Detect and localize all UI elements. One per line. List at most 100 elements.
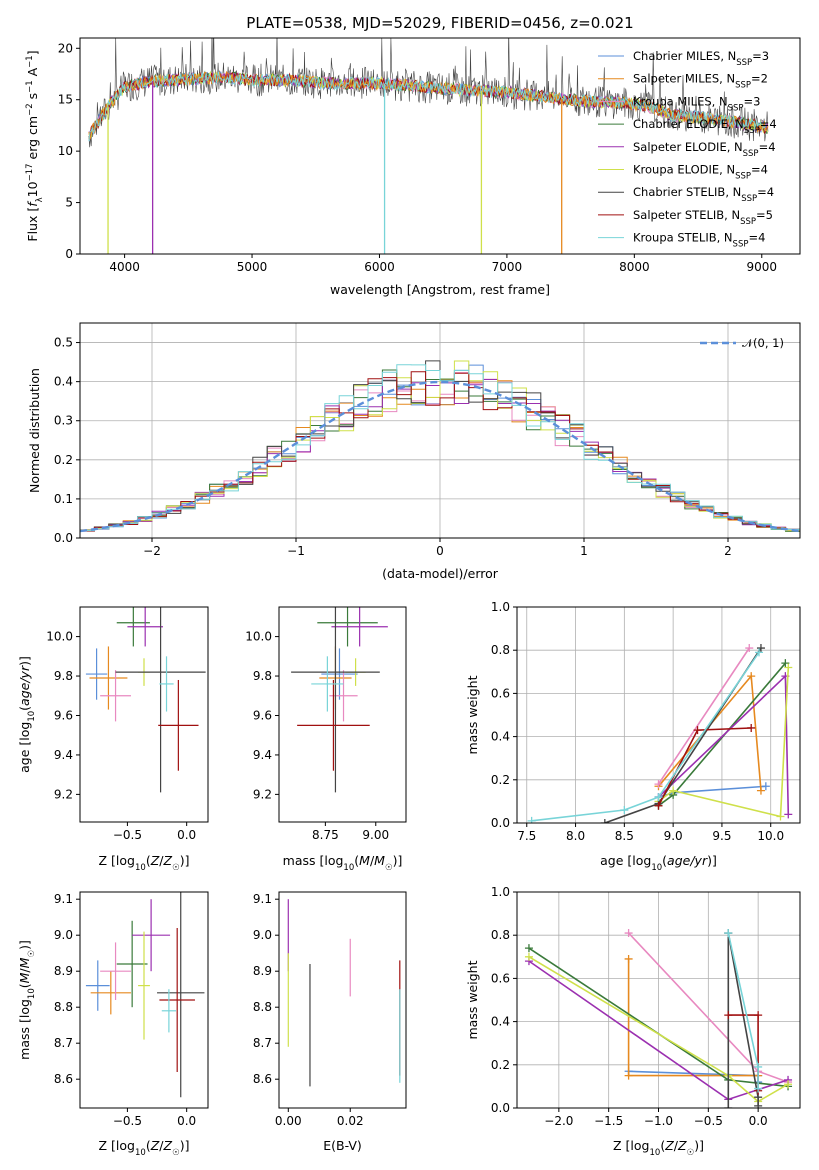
weight-marker: [654, 801, 663, 810]
errorbar-point: [297, 679, 370, 771]
y-tick-label: 9.8: [253, 669, 272, 683]
axes-residuals: −2 −1 0 1 2 0.0 0.1 0.2 0.3 0.4 0.5: [54, 322, 801, 558]
y-tick-label: 5: [65, 196, 73, 210]
y-tick-label: 10.0: [245, 630, 272, 644]
errorbar-point: [100, 670, 131, 722]
y-tick-label: 9.0: [54, 928, 73, 942]
legend-entry: Chabrier ELODIE, NSSP=4: [633, 117, 777, 136]
x-tick-label: 8.0: [566, 829, 585, 843]
errorbar-point: [138, 931, 150, 1040]
y-tick-label: 1.0: [491, 885, 510, 899]
y-tick-label: 0: [65, 247, 73, 261]
x-axis-label: E(B-V): [323, 1138, 362, 1153]
y-axis-label: Flux [fλ10−17 erg cm−2 s−1 A−1]: [25, 50, 45, 241]
weight-marker: [724, 1011, 733, 1020]
y-tick-label: 0.4: [491, 1015, 510, 1029]
weight-marker: [747, 672, 756, 681]
weight-marker: [693, 726, 702, 735]
y-axis-label: Normed distribution: [27, 368, 42, 493]
y-tick-label: 9.2: [54, 787, 73, 801]
weight-marker: [624, 954, 633, 963]
legend-entry: Chabrier MILES, NSSP=3: [633, 49, 769, 68]
legend-entry: Salpeter MILES, NSSP=2: [633, 72, 768, 91]
chart-title: PLATE=0538, MJD=52029, FIBERID=0456, z=0…: [246, 14, 633, 32]
y-tick-label: 0.0: [54, 531, 73, 545]
axes-frame: 4000 5000 6000 7000 8000 9000 0 5 10 15 20: [58, 37, 801, 274]
weight-marker: [654, 793, 663, 802]
y-tick-label: 8.8: [253, 1000, 272, 1014]
weight-marker: [754, 1062, 763, 1071]
weight-line: [528, 956, 789, 1103]
x-axis-label: age [log10(age/yr)]: [600, 853, 717, 873]
y-tick-label: 9.2: [253, 787, 272, 801]
x-tick-label: 6000: [364, 260, 395, 274]
x-tick-label: 0.0: [177, 828, 196, 842]
x-tick-label: 7000: [492, 260, 523, 274]
errorbar-point: [85, 960, 110, 1011]
weight-marker: [784, 663, 793, 672]
y-tick-label: 0.4: [54, 375, 73, 389]
y-tick-label: 20: [58, 41, 73, 55]
x-tick-label: −1.0: [644, 1114, 673, 1128]
legend-entry: Chabrier STELIB, NSSP=4: [633, 185, 774, 204]
weight-line: [604, 647, 762, 823]
errorbar-point: [311, 656, 344, 712]
x-tick-label: 9.0: [664, 829, 683, 843]
legend-entry: Salpeter STELIB, NSSP=5: [633, 208, 773, 227]
plot-area: [85, 607, 206, 793]
y-axis-label: mass [log10(M/M☉)]: [17, 940, 37, 1060]
errorbar-point: [127, 607, 163, 647]
x-tick-label: 0.02: [337, 1114, 364, 1128]
weight-marker: [654, 780, 663, 789]
y-tick-label: 0.0: [491, 816, 510, 830]
y-tick-label: 9.1: [253, 892, 272, 906]
legend: Chabrier MILES, NSSP=3 Salpeter MILES, NS…: [598, 49, 777, 250]
legend-entry: 𝒩(0, 1): [742, 336, 784, 350]
x-tick-label: 7.5: [517, 829, 536, 843]
errorbar-point: [159, 656, 174, 712]
x-tick-label: 9.00: [362, 828, 389, 842]
y-tick-label: 0.2: [491, 773, 510, 787]
x-tick-label: 2: [724, 544, 732, 558]
weight-marker: [784, 810, 793, 819]
errorbar-point: [331, 607, 388, 647]
x-tick-label: −1: [287, 544, 305, 558]
y-tick-label: 9.6: [253, 708, 272, 722]
weight-marker: [624, 929, 633, 938]
axes-frame: −0.5 0.0 9.2 9.4 9.6 9.8 10.0: [46, 606, 209, 842]
axes-mass-vs-Z: −0.5 0.0 8.6 8.7 8.8 8.9 9.0 9.1: [54, 891, 209, 1128]
y-tick-label: 8.6: [54, 1072, 73, 1086]
axes-frame: 0.00 0.02 8.6 8.7 8.8 8.9 9.0 9.1: [253, 891, 407, 1128]
y-tick-label: 8.6: [253, 1072, 272, 1086]
axes-mass-vs-ebv: 0.00 0.02 8.6 8.7 8.8 8.9 9.0 9.1: [253, 891, 407, 1128]
errorbar-point: [329, 670, 358, 722]
y-tick-label: 0.0: [491, 1101, 510, 1115]
y-tick-label: 0.8: [491, 643, 510, 657]
x-axis-label: wavelength [Angstrom, rest frame]: [330, 282, 550, 297]
errorbar-point: [317, 607, 378, 647]
axes-border: [278, 606, 407, 823]
errorbar-point: [157, 892, 205, 1098]
y-tick-label: 0.2: [54, 453, 73, 467]
y-axis-label: age [log10(age/yr)]: [17, 656, 37, 773]
y-tick-label: 8.8: [54, 1000, 73, 1014]
x-tick-label: −0.5: [113, 1114, 142, 1128]
y-tick-label: 0.6: [491, 971, 510, 985]
y-tick-label: 0.2: [491, 1058, 510, 1072]
x-tick-label: 0.0: [177, 1114, 196, 1128]
weight-line: [658, 667, 790, 818]
y-tick-label: 10: [58, 144, 73, 158]
weight-marker: [761, 782, 770, 791]
y-axis-label: mass weight: [465, 675, 480, 754]
axes-border: [79, 891, 209, 1109]
y-tick-label: 8.9: [54, 964, 73, 978]
weight-line: [657, 647, 750, 785]
gaussian-curve: [80, 380, 800, 533]
legend-entry: Kroupa ELODIE, NSSP=4: [633, 163, 768, 182]
y-tick-label: 8.7: [54, 1036, 73, 1050]
weight-marker: [524, 952, 533, 961]
axes-border: [79, 606, 209, 823]
errorbar-point: [158, 679, 199, 771]
errorbar-point: [132, 899, 171, 972]
errorbar-point: [85, 648, 108, 700]
